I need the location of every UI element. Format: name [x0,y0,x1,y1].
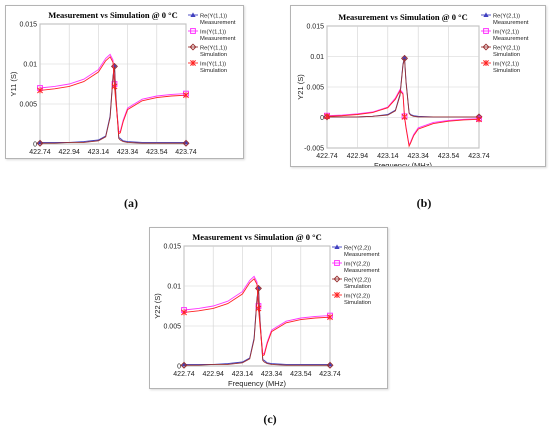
legend-label: Re(Y(2,1)) Measurement [493,14,529,27]
data-point [401,113,408,120]
x-tick-label: 423.74 [319,371,341,378]
legend-label: Im(Y(2,2)) Simulation [344,294,371,307]
x-tick-label: 422.74 [173,371,195,378]
data-point [37,87,43,94]
series-line [39,56,187,135]
legend-marker [483,28,489,34]
legend-marker [483,12,489,17]
data-point [182,139,190,147]
legend-label: Re(Y(1,1)) Measurement [200,14,236,27]
legend-marker [482,43,490,51]
x-tick-label: 423.74 [468,153,490,160]
x-axis-label: Frequency (MHz) [228,379,286,388]
series-line [184,288,330,366]
data-point [254,284,262,292]
legend-marker [334,292,340,298]
data-point [401,55,408,60]
legend-label: Im(Y(1,1)) Simulation [200,62,227,75]
legend-label: Re(Y(2,1)) Simulation [493,46,520,59]
x-tick-label: 423.34 [261,371,283,378]
caption-b: (b) [416,196,432,210]
y-tick-label: 0 [320,115,324,122]
data-point [111,83,118,90]
x-tick-label: 423.54 [146,149,168,156]
legend-label: Re(Y(2,2)) Simulation [344,278,371,291]
series-line [183,278,331,357]
y-tick-label: 0.015 [306,24,324,31]
data-point [183,92,189,99]
legend-marker [190,60,196,66]
x-axis-label: Frequency (MHz) [374,161,432,166]
data-point [255,305,262,312]
data-point [327,314,333,321]
legend-marker [334,260,340,266]
y-tick-label: 0.01 [23,62,37,69]
legend-marker [483,60,489,66]
x-tick-label: 422.94 [347,153,369,160]
chart-panel-b: Measurement vs Simulation @ 0 °C -0.005 0 0… [290,5,546,167]
x-tick-label: 422.74 [316,153,338,160]
y-tick-label: 0.005 [163,324,181,331]
data-point [181,309,187,316]
legend-label: Re(Y(2,2)) Measurement [344,246,380,259]
x-tick-label: 423.54 [290,371,312,378]
y-axis-label: Y21 (S) [296,74,305,100]
chart-b-svg: Measurement vs Simulation @ 0 °C -0.005 0 0… [296,12,529,166]
data-point [476,116,482,123]
series-line [327,58,479,118]
legend-marker [190,28,196,34]
data-point [324,113,330,120]
x-tick-label: 422.74 [29,149,51,156]
data-point [180,361,188,369]
series-line [40,66,186,144]
plot-area [183,245,331,367]
y-tick-label: 0.005 [19,102,37,109]
legend-marker [189,43,197,51]
data-point [401,54,409,62]
y-tick-label: 0.015 [19,22,37,29]
y-tick-label: 0 [177,364,181,371]
chart-c-svg: Measurement vs Simulation @ 0 °C 0 0.005 0.… [153,232,380,388]
y-tick-label: 0.015 [163,244,181,251]
legend-marker [190,12,196,17]
y-tick-label: 0.01 [167,284,181,291]
x-tick-label: 423.14 [88,149,110,156]
legend-label: Im(Y(2,1)) Measurement [493,30,529,43]
legend-label: Re(Y(1,1)) Simulation [200,46,227,59]
x-tick-label: 423.14 [232,371,254,378]
data-point [110,62,118,70]
x-axis-label: Frequency (MHz) [84,157,142,158]
x-tick-label: 422.94 [58,149,80,156]
legend-marker [334,244,340,249]
y-axis-label: Y22 (S) [153,293,162,319]
x-tick-label: 423.14 [377,153,399,160]
legend-label: Im(Y(2,2)) Measurement [344,262,380,275]
chart-title: Measurement vs Simulation @ 0 °C [338,12,467,22]
y-tick-label: 0.005 [306,85,324,92]
caption-c: (c) [263,412,277,426]
chart-panel-c: Measurement vs Simulation @ 0 °C 0 0.005 0.… [149,227,388,389]
x-tick-label: 423.34 [407,153,429,160]
chart-panel-a: Measurement vs Simulation @ 0 °C 0 0.005 0.… [5,5,244,159]
data-point [36,139,44,147]
y-axis-label: Y11 (S) [9,71,18,96]
series-line [326,89,480,148]
legend-marker [333,275,341,283]
x-tick-label: 423.54 [438,153,460,160]
x-tick-label: 422.94 [202,371,224,378]
plot-area [39,23,187,145]
x-tick-label: 423.34 [117,149,139,156]
y-tick-label: 0.01 [310,54,324,61]
y-tick-label: -0.005 [304,146,324,153]
y-tick-label: 0 [33,142,37,149]
caption-a: (a) [124,196,138,210]
chart-title: Measurement vs Simulation @ 0 °C [48,10,177,20]
chart-a-svg: Measurement vs Simulation @ 0 °C 0 0.005 0.… [9,10,236,158]
legend-label: Im(Y(2,1)) Simulation [493,62,520,75]
legend-label: Im(Y(1,1)) Measurement [200,30,236,43]
x-tick-label: 423.74 [175,149,197,156]
chart-title: Measurement vs Simulation @ 0 °C [192,232,321,242]
data-point [326,361,334,369]
